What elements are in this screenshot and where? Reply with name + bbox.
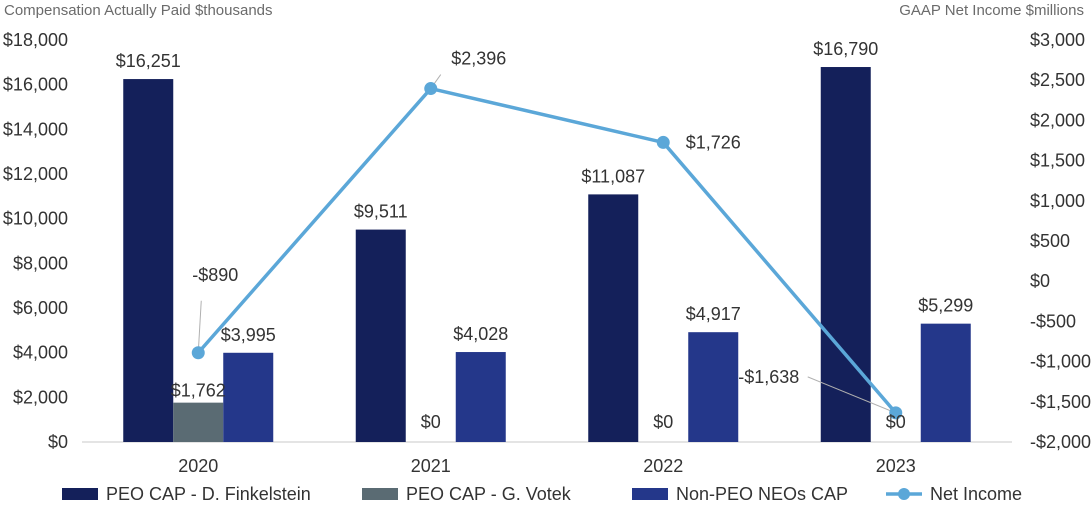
bar-data-label: $3,995	[221, 325, 276, 345]
right-axis-tick-label: -$1,000	[1030, 352, 1091, 372]
right-axis-tick-label: -$2,000	[1030, 432, 1091, 452]
net-income-data-label: -$890	[192, 265, 238, 285]
bar	[920, 323, 971, 442]
bar-data-label: $16,251	[116, 51, 181, 71]
right-axis-tick-label: $500	[1030, 231, 1070, 251]
bar	[820, 67, 871, 443]
legend-label: Non-PEO NEOs CAP	[676, 484, 848, 504]
left-axis-tick-label: $4,000	[13, 343, 68, 363]
x-axis-tick-label: 2022	[643, 456, 683, 476]
net-income-line	[196, 86, 898, 415]
left-axis-tick-label: $16,000	[3, 75, 68, 95]
net-income-point	[656, 135, 670, 149]
legend-marker	[898, 488, 910, 500]
net-income-point	[191, 346, 205, 360]
net-income-data-label: -$1,638	[738, 367, 799, 387]
label-leader-line	[807, 376, 896, 414]
bar	[455, 352, 506, 442]
bar	[123, 79, 174, 442]
legend-swatch	[632, 488, 668, 500]
bar	[355, 229, 406, 442]
x-axis-tick-label: 2023	[876, 456, 916, 476]
right-axis-tick-label: -$500	[1030, 311, 1076, 331]
legend-label: PEO CAP - D. Finkelstein	[106, 484, 311, 504]
right-axis-tick-label: $1,500	[1030, 151, 1085, 171]
right-axis-tick-label: $3,000	[1030, 30, 1085, 50]
left-axis-title: Compensation Actually Paid $thousands	[4, 2, 273, 19]
left-axis-tick-label: $0	[48, 432, 68, 452]
net-income-data-label: $2,396	[451, 49, 506, 69]
label-leader-line	[197, 300, 202, 353]
bar-data-label: $11,087	[581, 166, 645, 186]
x-axis-tick-label: 2021	[411, 456, 451, 476]
net-income-point	[424, 82, 438, 96]
left-axis-tick-label: $14,000	[3, 119, 68, 139]
left-axis-tick-label: $8,000	[13, 253, 68, 273]
bar-data-label: $1,762	[171, 381, 226, 401]
bar-data-label: $16,790	[813, 39, 878, 59]
bar	[223, 352, 274, 442]
bar-data-label: $0	[653, 412, 673, 432]
right-axis-tick-label: -$1,500	[1030, 392, 1091, 412]
bar	[588, 194, 639, 442]
right-axis-tick-label: $0	[1030, 271, 1050, 291]
bar-data-label: $5,299	[918, 296, 973, 316]
bar	[173, 402, 224, 442]
left-axis-tick-label: $10,000	[3, 209, 68, 229]
net-income-point	[889, 406, 903, 420]
legend: PEO CAP - D. Finkelstein PEO CAP - G. Vot…	[62, 484, 1022, 504]
legend-swatch	[362, 488, 398, 500]
left-axis-tick-label: $6,000	[13, 298, 68, 318]
left-axis-tick-label: $2,000	[13, 387, 68, 407]
left-axis-tick-label: $18,000	[3, 30, 68, 50]
bar-data-label: $0	[886, 412, 906, 432]
bar	[688, 332, 739, 442]
right-axis-tick-label: $2,500	[1030, 70, 1085, 90]
net-income-data-label: $1,726	[686, 132, 741, 152]
bar-data-label: $4,917	[686, 304, 741, 324]
x-axis-tick-label: 2020	[178, 456, 218, 476]
legend-label: PEO CAP - G. Votek	[406, 484, 572, 504]
legend-swatch	[62, 488, 98, 500]
right-axis-tick-label: $1,000	[1030, 191, 1085, 211]
bar-data-label: $4,028	[453, 324, 508, 344]
left-axis-tick-label: $12,000	[3, 164, 68, 184]
bar-data-label: $0	[421, 412, 441, 432]
right-axis-tick-label: $2,000	[1030, 110, 1085, 130]
bar-data-label: $9,511	[354, 202, 408, 222]
legend-label: Net Income	[930, 484, 1022, 504]
right-axis-title: GAAP Net Income $millions	[899, 2, 1084, 19]
